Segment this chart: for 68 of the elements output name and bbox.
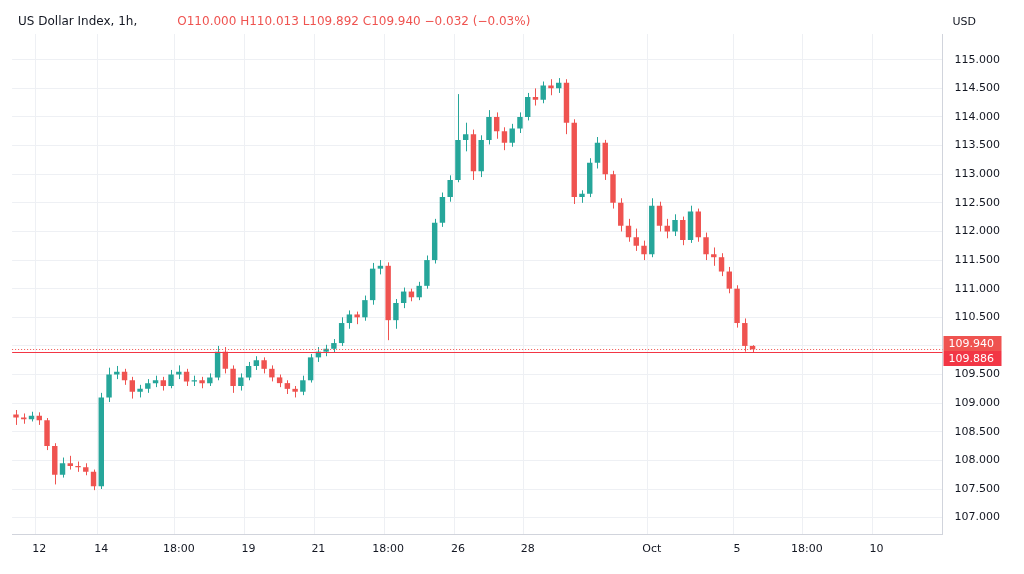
candlestick: [129, 376, 136, 400]
x-tick-label: 28: [520, 542, 535, 556]
candlestick: [416, 281, 422, 301]
y-tick-label: 113.000: [954, 167, 1001, 181]
candlestick: [525, 92, 531, 121]
candlestick: [594, 136, 601, 169]
y-tick-label: 115.000: [954, 52, 1001, 66]
y-tick-label: 111.500: [954, 252, 1001, 266]
candlestick: [168, 369, 174, 389]
candlestick: [21, 412, 27, 425]
candlestick: [59, 457, 66, 479]
candlestick: [711, 246, 717, 267]
candlestick: [726, 266, 733, 294]
ref-line-label: 109.886: [948, 351, 995, 365]
x-tick-label: 12: [32, 542, 47, 556]
candlestick: [75, 461, 81, 473]
candlestick: [656, 201, 663, 232]
text: O110.000 H110.013 L109.892 C109.940 −0.032 (−0.03%): [177, 14, 531, 29]
candlestick: [230, 364, 236, 394]
y-tick-label: 109.000: [954, 396, 1001, 410]
x-tick-label: 5: [733, 542, 741, 556]
y-tick-label: 113.500: [954, 138, 1001, 152]
y-axis-title: USD: [952, 14, 977, 28]
candlestick: [672, 213, 678, 237]
candlestick: [633, 228, 639, 252]
candlestick: [486, 109, 492, 145]
candlestick: [493, 111, 500, 140]
chart-title: US Dollar Index, 1h,: [18, 14, 138, 29]
y-tick-label: 112.500: [954, 195, 1001, 209]
y-tick-label: 107.500: [954, 481, 1001, 495]
candlestick: [300, 375, 306, 396]
candlestick: [703, 232, 709, 261]
candlestick: [517, 111, 523, 134]
x-tick-label: 18:00: [372, 542, 405, 556]
y-tick-label: 114.000: [954, 109, 1001, 123]
y-tick-label: 110.500: [954, 310, 1001, 324]
x-tick-label: 10: [869, 542, 884, 556]
x-tick-label: 18:00: [162, 542, 195, 556]
y-tick-label: 111.000: [954, 281, 1001, 295]
x-tick-label: 19: [241, 542, 256, 556]
candlestick: [346, 309, 353, 330]
candlestick: [462, 122, 469, 152]
candlestick: [641, 240, 647, 261]
x-tick-label: Oct: [642, 542, 662, 556]
candlestick: [509, 123, 515, 148]
candlestick: [540, 81, 546, 104]
y-tick-label: 108.000: [954, 453, 1001, 467]
ref-line-label: 109.940: [948, 336, 995, 350]
candlestick: [618, 197, 624, 232]
y-tick-label: 107.000: [954, 510, 1001, 524]
x-tick-label: 21: [311, 542, 326, 556]
x-tick-label: 14: [94, 542, 109, 556]
candlestick: [680, 216, 686, 246]
candlestick: [90, 469, 97, 491]
candlestick: [106, 367, 112, 403]
candlestick: [307, 353, 314, 384]
y-tick-label: 112.000: [954, 224, 1001, 238]
x-tick-label: 26: [450, 542, 465, 556]
candlestick: [393, 298, 399, 330]
candlestick: [338, 316, 345, 347]
candlestick: [447, 174, 453, 203]
candlestick: [501, 126, 508, 151]
candlestick: [718, 252, 725, 277]
y-tick-label: 114.500: [954, 81, 1001, 95]
y-tick-label: 108.500: [954, 424, 1001, 438]
y-tick-label: 109.500: [954, 367, 1001, 381]
candlestick: [362, 295, 368, 322]
x-tick-label: 18:00: [790, 542, 823, 556]
